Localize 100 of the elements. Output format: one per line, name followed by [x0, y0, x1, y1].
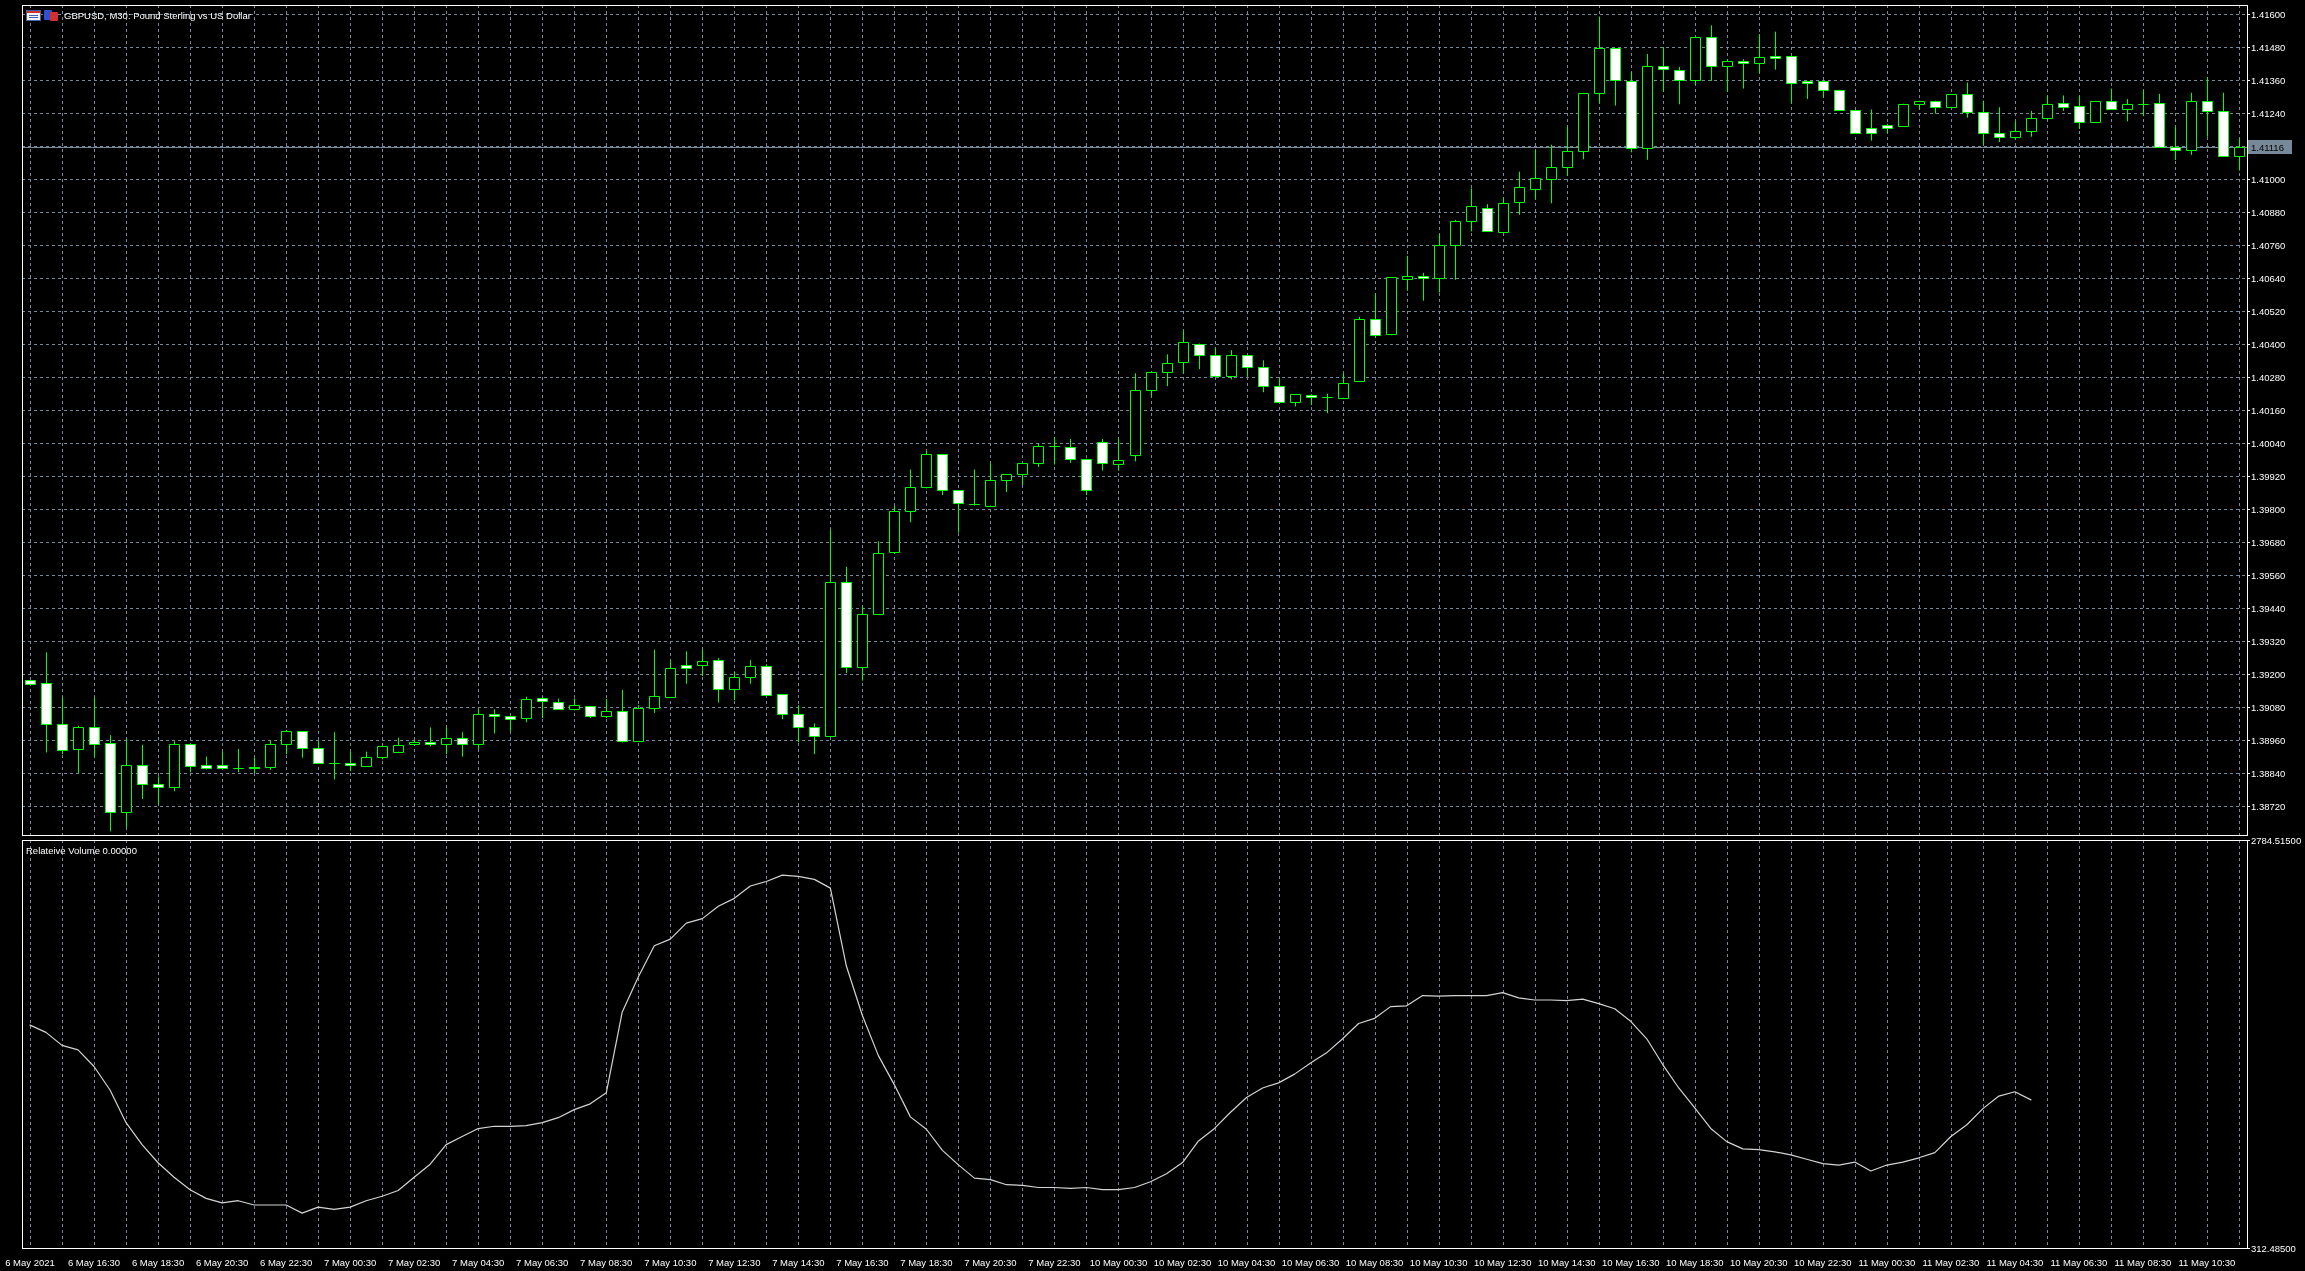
candlestick [793, 704, 804, 743]
candlestick [361, 751, 372, 767]
candlestick [393, 737, 404, 753]
candlestick [1722, 58, 1733, 93]
y-tick-label: 1.40400 [2251, 339, 2286, 350]
candlestick [89, 696, 100, 758]
y-tick-label: 1.41240 [2251, 108, 2286, 119]
y-tick-label: 1.40520 [2251, 306, 2286, 317]
x-tick-label: 11 May 08:30 [2114, 1257, 2172, 1268]
candlestick [889, 505, 900, 555]
candlestick [1818, 80, 1829, 99]
x-tick-label: 7 May 10:30 [644, 1257, 697, 1268]
candlestick [249, 757, 260, 774]
candlestick [1130, 372, 1141, 462]
y-tick-label: 1.41600 [2251, 9, 2286, 20]
y-tick-label: 1.39080 [2251, 702, 2286, 713]
y-tick-label: 1.39440 [2251, 603, 2286, 614]
candlestick [1642, 53, 1653, 161]
candlestick [2010, 120, 2021, 140]
candlestick [825, 528, 836, 737]
x-tick-label: 10 May 10:30 [1409, 1257, 1468, 1268]
candlestick [2106, 88, 2117, 110]
x-tick-label: 10 May 02:30 [1153, 1257, 1212, 1268]
candlestick [1194, 343, 1205, 370]
x-tick-label: 7 May 04:30 [452, 1257, 505, 1268]
y-tick-label: 1.39920 [2251, 471, 2286, 482]
x-tick-label: 11 May 02:30 [1922, 1257, 1980, 1268]
candlestick [905, 469, 916, 523]
candlestick [105, 734, 116, 832]
candlestick [1610, 47, 1621, 107]
candlestick [1914, 100, 1925, 111]
candlestick [921, 450, 932, 489]
candlestick [809, 722, 820, 755]
candlestick [761, 663, 772, 696]
candlestick [937, 453, 948, 496]
candlestick [281, 729, 292, 755]
candlestick [633, 704, 644, 742]
x-tick-label: 7 May 06:30 [516, 1257, 569, 1268]
candlestick [1482, 203, 1493, 232]
candlestick [1017, 462, 1028, 486]
candlestick [1802, 80, 1813, 100]
candlestick [1162, 353, 1173, 387]
candlestick [505, 715, 516, 732]
x-tick-label: 7 May 18:30 [900, 1257, 953, 1268]
candlestick [681, 650, 692, 685]
x-tick-label: 7 May 16:30 [836, 1257, 889, 1268]
candlestick [1049, 436, 1060, 466]
candlestick [1530, 149, 1541, 200]
candlestick [601, 698, 612, 719]
candlestick [729, 671, 740, 701]
candlestick [1898, 103, 1909, 128]
candlestick [1578, 92, 1589, 160]
candlestick [313, 740, 324, 764]
x-tick-label: 10 May 04:30 [1217, 1257, 1276, 1268]
x-tick-label: 10 May 12:30 [1473, 1257, 1532, 1268]
line-series [29, 874, 2032, 1214]
candlestick [377, 745, 388, 760]
x-tick-label: 7 May 12:30 [708, 1257, 761, 1268]
candlestick [441, 726, 452, 755]
y-tick-label: 2784.51500 [2251, 835, 2302, 846]
y-tick-label: 1.41000 [2251, 174, 2286, 185]
text: GBPUSD, M30: Pound Sterling vs US Dollar [64, 10, 251, 21]
candlestick [153, 775, 164, 805]
x-tick-label: 11 May 10:30 [2178, 1257, 2236, 1268]
candlestick [489, 708, 500, 735]
x-tick-label: 10 May 06:30 [1281, 1257, 1340, 1268]
candlestick [1338, 372, 1349, 399]
y-tick-label: 1.38720 [2251, 801, 2286, 812]
candlestick [1113, 438, 1124, 472]
y-tick-label: 1.40640 [2251, 273, 2286, 284]
candlestick [1290, 393, 1301, 408]
y-tick-label: 1.40280 [2251, 372, 2286, 383]
x-tick-label: 10 May 20:30 [1729, 1257, 1788, 1268]
text: Relateive Volume 0.00000 [26, 845, 137, 856]
candlestick [1962, 82, 1973, 119]
candlestick [537, 696, 548, 719]
candlestick [777, 693, 788, 720]
candlestick [585, 705, 596, 719]
candlestick [329, 731, 340, 780]
candlestick [1770, 31, 1781, 71]
x-tick-label: 7 May 14:30 [772, 1257, 825, 1268]
candlestick [1097, 438, 1108, 472]
candlestick [1546, 144, 1557, 204]
candlestick [425, 726, 436, 747]
y-tick-label: 312.48500 [2251, 1243, 2296, 1254]
candlestick [2042, 94, 2053, 121]
candlestick [969, 469, 980, 507]
candlestick [297, 730, 308, 759]
candlestick [1498, 197, 1509, 233]
candlestick [169, 740, 180, 792]
candlestick [649, 649, 660, 714]
x-tick-label: 7 May 00:30 [324, 1257, 377, 1268]
x-tick-label: 6 May 2021 [5, 1257, 55, 1268]
candlestick [1930, 100, 1941, 115]
candlestick [73, 725, 84, 774]
candlestick [1626, 71, 1637, 153]
candlestick [745, 659, 756, 685]
candlestick [409, 739, 420, 746]
candlestick [1242, 354, 1253, 378]
candlestick [2154, 93, 2165, 148]
